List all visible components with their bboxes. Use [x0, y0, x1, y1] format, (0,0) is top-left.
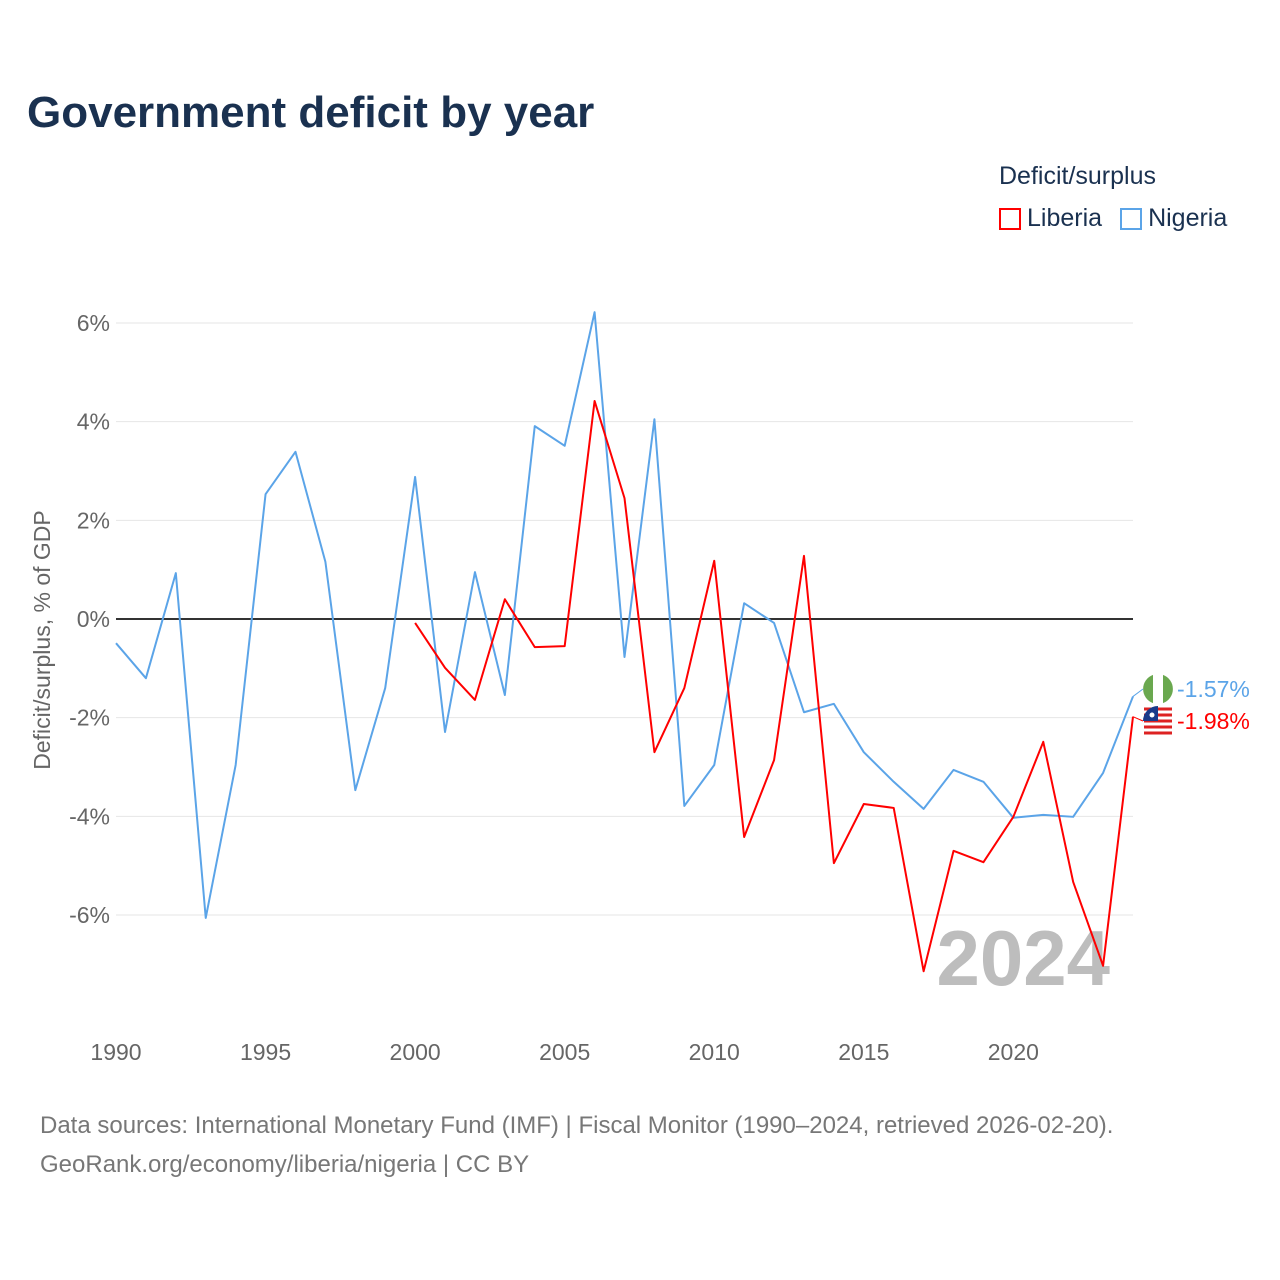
footer: Data sources: International Monetary Fun…	[40, 1106, 1113, 1184]
end-label-connector	[1132, 716, 1144, 722]
flag-stripe	[1143, 674, 1153, 704]
x-tick-label: 1995	[240, 1039, 291, 1065]
y-tick-label: 4%	[77, 409, 110, 435]
legend-label: Liberia	[1027, 204, 1103, 232]
flag-liberia-icon	[1143, 706, 1173, 736]
end-value-label-nigeria: -1.57%	[1177, 676, 1250, 702]
x-tick-label: 2010	[689, 1039, 740, 1065]
y-tick-label: -6%	[69, 902, 110, 928]
chart-title: Government deficit by year	[27, 88, 595, 137]
y-axis-label: Deficit/surplus, % of GDP	[29, 510, 55, 769]
end-label-connector	[1132, 688, 1144, 697]
flag-stripe	[1163, 674, 1173, 704]
legend-item-liberia[interactable]: Liberia	[999, 204, 1102, 233]
y-tick-label: 0%	[77, 606, 110, 632]
x-tick-label: 2015	[838, 1039, 889, 1065]
flag-star	[1149, 712, 1155, 718]
legend-swatch-liberia	[999, 207, 1021, 230]
series-line-nigeria	[115, 311, 1134, 919]
end-value-label-liberia: -1.98%	[1177, 708, 1250, 734]
x-tick-label: 2005	[539, 1039, 590, 1065]
x-tick-label: 1990	[90, 1039, 141, 1065]
x-tick-label: 2020	[988, 1039, 1039, 1065]
y-tick-label: 6%	[77, 310, 110, 336]
x-tick-label: 2000	[390, 1039, 441, 1065]
year-watermark: 2024	[936, 914, 1110, 1002]
y-tick-label: -2%	[69, 705, 110, 731]
legend-item-nigeria[interactable]: Nigeria	[1120, 204, 1227, 233]
legend: Liberia Nigeria	[999, 204, 1227, 233]
legend-title: Deficit/surplus	[999, 162, 1156, 190]
flag-nigeria-icon	[1143, 674, 1173, 704]
y-tick-label: -4%	[69, 803, 110, 829]
legend-swatch-nigeria	[1120, 207, 1143, 230]
attribution[interactable]: GeoRank.org/economy/liberia/nigeria | CC…	[40, 1151, 530, 1178]
legend-label: Nigeria	[1148, 204, 1228, 232]
y-tick-label: 2%	[77, 507, 110, 533]
series-line-liberia	[414, 399, 1134, 973]
source-note: Data sources: International Monetary Fun…	[40, 1112, 1114, 1139]
